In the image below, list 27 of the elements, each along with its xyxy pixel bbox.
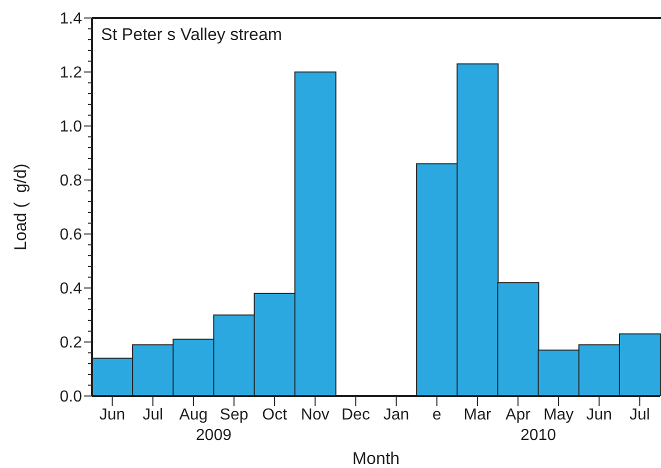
y-tick-label: 1.0 bbox=[60, 118, 82, 136]
y-tick-label: 0.0 bbox=[60, 388, 82, 406]
text: 2010 bbox=[520, 427, 556, 444]
x-tick-label: Jun bbox=[99, 406, 126, 424]
y-axis-title: Load ( g/d) bbox=[11, 164, 30, 250]
chart-title: St Peter s Valley stream bbox=[101, 25, 282, 44]
x-tick-label: Jan bbox=[383, 406, 410, 424]
text: 2009 bbox=[196, 427, 232, 444]
y-tick-label: 0.4 bbox=[60, 280, 82, 298]
x-tick-label: e bbox=[432, 406, 442, 424]
y-tick-label: 1.2 bbox=[60, 64, 82, 82]
x-tick-label: Nov bbox=[300, 406, 330, 424]
x-tick-label: Aug bbox=[179, 406, 208, 424]
y-tick-label: 0.8 bbox=[60, 172, 82, 190]
y-tick-label: 0.6 bbox=[60, 226, 82, 244]
x-tick-label: Jun bbox=[586, 406, 612, 424]
x-axis-title: Month bbox=[352, 449, 400, 468]
y-tick-label: 0.2 bbox=[60, 334, 82, 352]
x-tick-label: Dec bbox=[341, 406, 370, 424]
x-tick-label: Sep bbox=[220, 406, 248, 424]
x-tick-label: Mar bbox=[464, 406, 492, 424]
x-tick-label: May bbox=[543, 406, 574, 424]
x-tick-label: Jul bbox=[142, 406, 164, 424]
x-tick-label: Oct bbox=[262, 406, 288, 424]
x-tick-label: Apr bbox=[506, 406, 532, 424]
y-tick-label: 1.4 bbox=[60, 10, 82, 28]
x-tick-label: Jul bbox=[629, 406, 650, 424]
